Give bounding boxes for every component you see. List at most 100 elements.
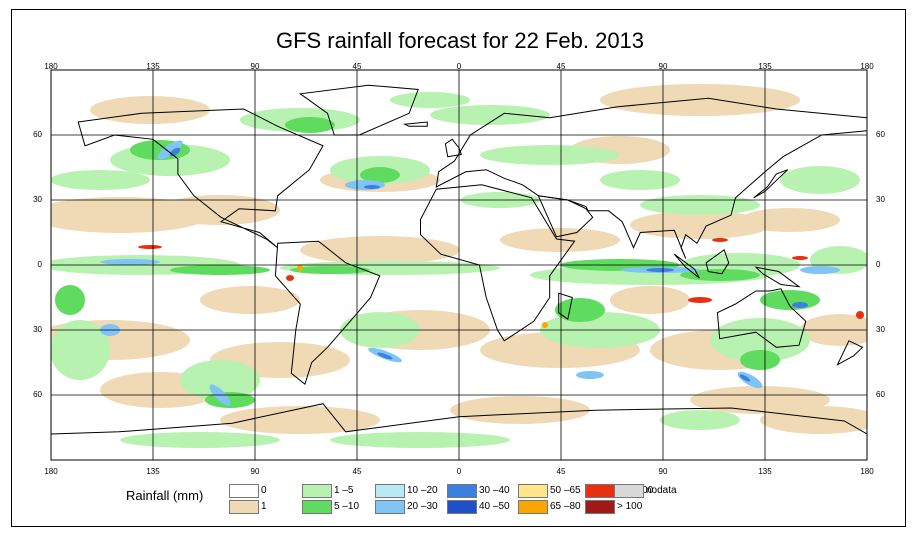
very-heavy-rain-area [739,374,751,382]
latitude-tick-left: 30 [33,325,42,334]
light-rain-area [450,396,590,424]
moderate-rain-area [390,92,470,108]
latitude-tick-right: 0 [876,260,881,269]
coastline-australia [716,288,807,348]
coastline-sumatra [673,253,700,279]
light-rain-area [740,208,840,232]
latitude-tick-right: 60 [876,130,885,139]
legend-swatch [614,484,644,498]
heavy-rain-area [576,371,604,379]
moderate-rain-area [51,170,150,190]
latitude-tick-right: 60 [876,390,885,399]
coastline-north-america [77,108,324,249]
light-rain-area [300,236,460,264]
legend-swatch [302,484,332,498]
heavy-rain-area [345,180,385,190]
rain-5-10-area [205,392,255,408]
very-heavy-rain-area [377,352,393,360]
legend-swatch [518,500,548,514]
longitude-tick-top: 45 [352,62,362,71]
legend-label: 0 [261,485,267,496]
longitude-tick-top: 180 [44,62,58,71]
longitude-tick-top: 90 [658,62,668,71]
coastline-new-zealand [836,340,864,366]
heavy-rain-area [157,140,183,160]
legend-label: 65 –80 [550,501,581,512]
rain-5-10-area [760,290,820,310]
latitude-tick-left: 60 [33,130,42,139]
moderate-rain-area [120,432,280,448]
moderate-rain-area [480,145,620,165]
legend-label: 30 –40 [479,485,510,496]
longitude-tick-bottom: 135 [146,467,160,476]
rain-5-10-area [170,265,270,275]
latitude-tick-left: 60 [33,390,42,399]
extreme-rain-area [286,275,294,281]
legend-swatch [585,500,615,514]
legend-swatch [375,500,405,514]
legend-swatch [375,484,405,498]
legend-title: Rainfall (mm) [126,488,204,503]
rain-5-10-area [555,298,605,322]
light-rain-area [160,195,280,225]
legend-label: > 100 [617,501,643,512]
latitude-tick-right: 30 [876,325,885,334]
rain-5-10-area [290,266,370,274]
legend-swatch [447,484,477,498]
longitude-tick-top: 180 [860,62,874,71]
moderate-rain-area [51,320,110,380]
light-rain-area [610,286,690,314]
moderate-rain-area [330,432,510,448]
legend-swatch [229,484,259,498]
longitude-tick-bottom: 90 [250,467,260,476]
longitude-tick-bottom: 45 [556,467,566,476]
longitude-tick-bottom: 135 [758,467,772,476]
moderate-rain-area [180,360,260,400]
moderate-rain-area [780,166,860,194]
longitude-tick-bottom: 180 [860,467,874,476]
legend-swatch [518,484,548,498]
moderate-rain-area [600,170,680,190]
coastline-antarctica [51,403,867,435]
longitude-tick-bottom: 0 [456,467,462,476]
legend-label: 40 –50 [479,501,510,512]
extreme-rain-area [792,256,808,260]
coastline-new-guinea [754,266,801,288]
light-rain-area [630,211,770,239]
extreme-rain-area [138,245,162,249]
intense-rain-area [297,265,303,271]
light-rain-area [220,406,380,434]
heavy-rain-area [100,259,160,265]
light-rain-area [500,228,620,252]
light-rain-area [200,286,300,314]
latitude-tick-left: 30 [33,195,42,204]
map-border [50,69,868,461]
longitude-tick-bottom: 45 [352,467,362,476]
coastline-borneo [705,249,730,275]
legend-label: 20 –30 [407,501,438,512]
light-rain-area [600,84,800,116]
longitude-tick-bottom: 180 [44,467,58,476]
latitude-tick-left: 0 [37,260,42,269]
rain-5-10-area [360,167,400,183]
extreme-rain-area [856,311,864,319]
legend-label: 1 [261,501,267,512]
moderate-rain-area [660,410,740,430]
very-heavy-rain-area [364,185,380,189]
legend-label: 50 –65 [550,485,581,496]
coastline-madagascar [558,292,573,321]
legend-swatch [585,484,615,498]
moderate-rain-area [640,195,760,215]
legend-label: nodata [646,485,677,496]
coastline-greenland [298,84,419,136]
light-rain-area [90,96,210,124]
longitude-tick-top: 135 [758,62,772,71]
legend-label: 10 –20 [407,485,438,496]
very-heavy-rain-area [646,268,674,272]
legend-swatch [447,500,477,514]
legend-swatch [302,500,332,514]
figure-frame [11,9,906,527]
latitude-tick-right: 30 [876,195,885,204]
rain-5-10-area [55,285,85,315]
